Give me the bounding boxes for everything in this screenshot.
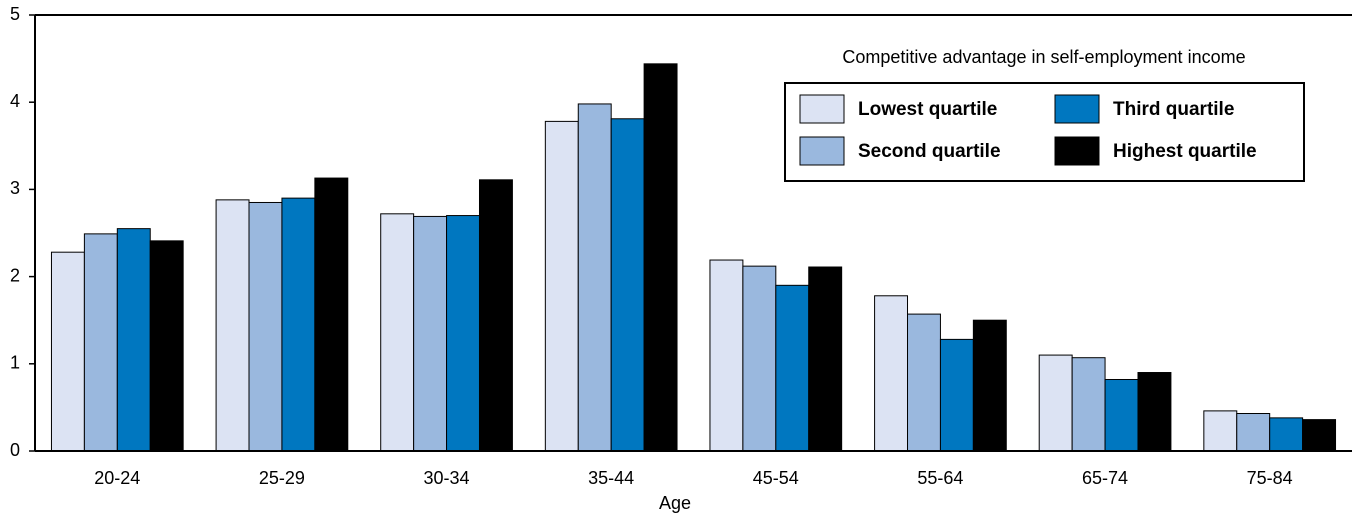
legend-label: Third quartile [1113, 99, 1234, 120]
x-tick-label: 65-74 [1082, 468, 1128, 488]
bar [314, 177, 349, 452]
bar [972, 319, 1007, 452]
bar [1203, 410, 1238, 452]
y-tick-label: 2 [10, 265, 20, 285]
bar [808, 266, 843, 452]
bar [1038, 354, 1073, 452]
bar [610, 118, 645, 452]
legend-swatch [799, 94, 845, 124]
x-tick-label: 55-64 [917, 468, 963, 488]
x-axis-label: Age [659, 493, 691, 513]
bar [742, 265, 777, 452]
bar [544, 120, 579, 452]
legend-swatch [799, 136, 845, 166]
bar [446, 215, 480, 452]
bar [83, 233, 118, 452]
bar [1236, 413, 1271, 452]
bar [1302, 419, 1337, 452]
x-tick-label: 25-29 [259, 468, 305, 488]
x-tick-label: 45-54 [753, 468, 799, 488]
bar [775, 284, 810, 452]
x-tick-label: 35-44 [588, 468, 634, 488]
bar [874, 295, 909, 452]
bar [413, 215, 448, 452]
legend-label: Second quartile [858, 141, 1001, 162]
y-tick-label: 5 [10, 4, 20, 24]
y-tick-label: 0 [10, 440, 20, 460]
bar [709, 259, 744, 452]
bar [939, 338, 974, 452]
bar [1071, 357, 1106, 452]
bar [281, 197, 316, 452]
y-tick-label: 4 [10, 91, 20, 111]
legend-swatch [1054, 94, 1100, 124]
bar [1104, 378, 1139, 452]
bar [643, 63, 678, 452]
legend-label: Highest quartile [1113, 141, 1257, 162]
bar [149, 240, 184, 452]
legend-swatch [1054, 136, 1100, 166]
bar [380, 213, 415, 452]
bar [116, 228, 151, 452]
bar [50, 251, 85, 452]
bar [215, 199, 250, 452]
x-tick-label: 20-24 [94, 468, 140, 488]
y-tick-label: 1 [10, 353, 20, 373]
bar [1137, 372, 1172, 452]
bar [577, 103, 612, 452]
x-tick-label: 30-34 [424, 468, 470, 488]
bar [248, 201, 283, 452]
legend-label: Lowest quartile [858, 99, 997, 120]
legend-title: Competitive advantage in self-employment… [842, 47, 1245, 67]
x-tick-label: 75-84 [1247, 468, 1293, 488]
y-tick-label: 3 [10, 178, 20, 198]
bar [1269, 417, 1304, 452]
bar [907, 313, 941, 452]
bar [478, 179, 513, 452]
legend-box [784, 82, 1305, 182]
